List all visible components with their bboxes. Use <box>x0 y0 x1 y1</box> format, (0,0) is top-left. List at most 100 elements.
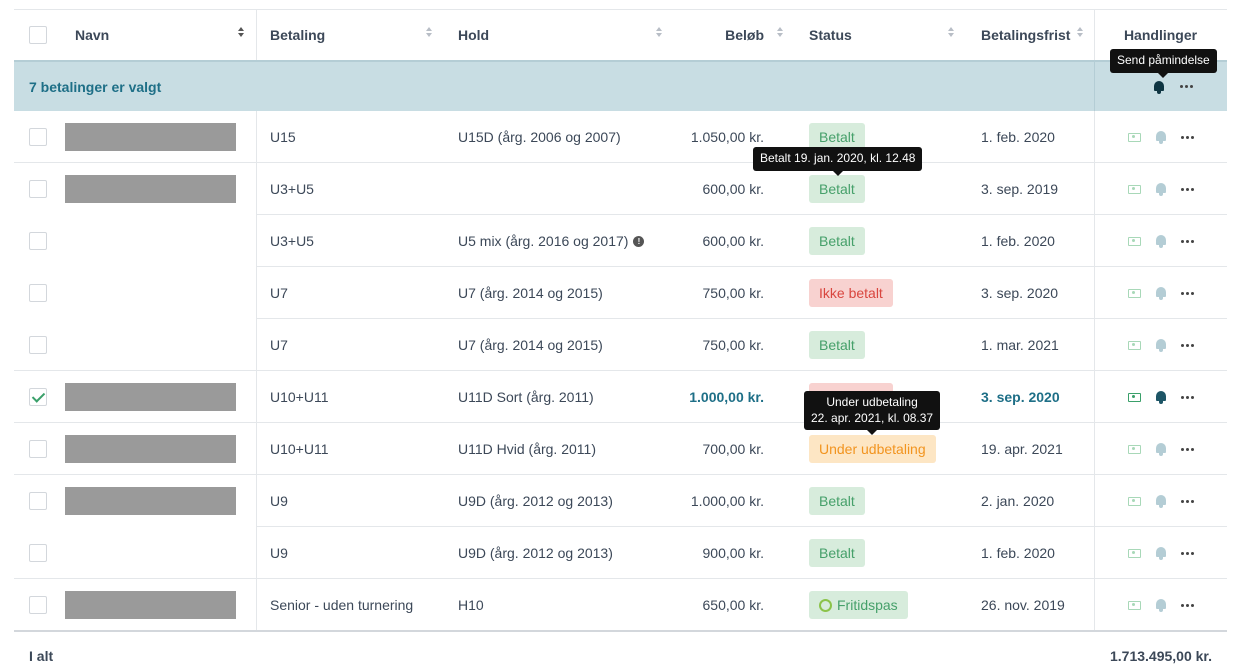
row-checkbox[interactable] <box>29 388 47 406</box>
register-payment-icon[interactable] <box>1128 236 1141 246</box>
status-badge[interactable]: Betalt <box>809 123 865 151</box>
bell-icon[interactable] <box>1155 182 1167 196</box>
total-label: I alt <box>29 648 54 664</box>
bell-icon[interactable] <box>1155 338 1167 352</box>
sort-amount-icon[interactable] <box>776 26 784 40</box>
row-checkbox[interactable] <box>29 232 47 250</box>
bell-icon[interactable] <box>1155 286 1167 300</box>
status-badge[interactable]: Betalt <box>809 227 865 255</box>
team-label: U5 mix (årg. 2016 og 2017) <box>458 233 629 249</box>
table-row: U9 U9D (årg. 2012 og 2013) 1.000,00 kr. … <box>14 475 1227 527</box>
more-icon[interactable] <box>1181 135 1194 139</box>
table-row: U15 U15D (årg. 2006 og 2007) 1.050,00 kr… <box>14 111 1227 163</box>
col-actions-header: Handlinger <box>1123 26 1198 43</box>
register-payment-icon[interactable] <box>1128 132 1141 142</box>
selbar-divider <box>1094 62 1095 111</box>
sort-payment-icon[interactable] <box>425 26 433 40</box>
more-icon[interactable] <box>1181 551 1194 555</box>
bell-icon[interactable] <box>1155 442 1167 456</box>
payment-cell: U10+U11 <box>270 389 329 405</box>
team-cell: U7 (årg. 2014 og 2015) <box>458 337 603 353</box>
sort-status-icon[interactable] <box>947 26 955 40</box>
row-checkbox[interactable] <box>29 596 47 614</box>
more-icon[interactable] <box>1180 85 1193 88</box>
sort-deadline-icon[interactable] <box>1076 26 1084 40</box>
team-cell: U11D Hvid (årg. 2011) <box>458 441 596 457</box>
register-payment-icon[interactable] <box>1128 184 1141 194</box>
bell-icon[interactable] <box>1155 390 1167 404</box>
select-all-checkbox[interactable] <box>29 25 47 44</box>
status-badge[interactable]: Betalt <box>809 331 865 359</box>
bell-icon[interactable] <box>1155 598 1167 612</box>
row-checkbox[interactable] <box>29 128 47 146</box>
row-checkbox[interactable] <box>29 180 47 198</box>
bell-icon[interactable] <box>1155 130 1167 144</box>
paid-date-tooltip: Betalt 19. jan. 2020, kl. 12.48 <box>753 147 923 176</box>
actions-column-divider <box>1094 111 1095 631</box>
payment-cell: U3+U5 <box>270 233 314 249</box>
status-label: Fritidspas <box>837 597 898 613</box>
amount-cell: 750,00 kr. <box>702 337 765 353</box>
bulk-remind-button[interactable] <box>1153 62 1165 111</box>
row-divider <box>14 474 1227 475</box>
more-icon[interactable] <box>1181 343 1194 347</box>
redacted-name <box>65 123 236 151</box>
more-icon[interactable] <box>1181 447 1194 451</box>
row-checkbox[interactable] <box>29 492 47 510</box>
row-divider <box>14 578 1227 579</box>
register-payment-icon[interactable] <box>1128 548 1141 558</box>
status-badge[interactable]: Under udbetaling <box>809 435 936 463</box>
more-icon[interactable] <box>1181 187 1194 191</box>
deadline-cell: 1. mar. 2021 <box>981 337 1059 353</box>
more-icon[interactable] <box>1181 395 1194 399</box>
sort-team-icon[interactable] <box>655 26 663 40</box>
bell-icon[interactable] <box>1155 494 1167 508</box>
more-icon[interactable] <box>1181 239 1194 243</box>
status-badge[interactable]: Betalt <box>809 539 865 567</box>
payment-cell: U9 <box>270 545 288 561</box>
register-payment-icon[interactable] <box>1128 288 1141 298</box>
col-amount-header[interactable]: Beløb <box>725 26 764 43</box>
bell-icon[interactable] <box>1155 234 1167 248</box>
register-payment-icon[interactable] <box>1128 392 1141 402</box>
team-cell: U7 (årg. 2014 og 2015) <box>458 285 603 301</box>
more-icon[interactable] <box>1181 603 1194 607</box>
more-icon[interactable] <box>1181 499 1194 503</box>
table-row: U3+U5 U5 mix (årg. 2016 og 2017) ! 600,0… <box>14 215 1227 267</box>
row-checkbox[interactable] <box>29 440 47 458</box>
register-payment-icon[interactable] <box>1128 340 1141 350</box>
register-payment-icon[interactable] <box>1128 600 1141 610</box>
team-cell: U9D (årg. 2012 og 2013) <box>458 545 613 561</box>
more-icon[interactable] <box>1181 291 1194 295</box>
col-name-header[interactable]: Navn <box>75 26 110 43</box>
info-icon[interactable]: ! <box>633 235 645 247</box>
bell-icon[interactable] <box>1153 80 1165 94</box>
deadline-cell: 26. nov. 2019 <box>981 597 1065 613</box>
name-column-divider <box>256 111 257 631</box>
status-badge[interactable]: Fritidspas <box>809 591 908 619</box>
register-payment-icon[interactable] <box>1128 496 1141 506</box>
row-divider <box>14 162 1227 163</box>
row-checkbox[interactable] <box>29 284 47 302</box>
col-status-header[interactable]: Status <box>809 26 852 43</box>
row-checkbox[interactable] <box>29 544 47 562</box>
col-payment-header[interactable]: Betaling <box>270 26 326 43</box>
status-badge[interactable]: Ikke betalt <box>809 279 893 307</box>
status-badge[interactable]: Betalt <box>809 175 865 203</box>
deadline-cell: 1. feb. 2020 <box>981 233 1055 249</box>
table-row: U9 U9D (årg. 2012 og 2013) 900,00 kr. Be… <box>14 527 1227 579</box>
amount-cell: 600,00 kr. <box>702 181 765 197</box>
bell-icon[interactable] <box>1155 546 1167 560</box>
status-badge[interactable]: Betalt <box>809 487 865 515</box>
register-payment-icon[interactable] <box>1128 444 1141 454</box>
sort-name-icon[interactable] <box>237 26 245 40</box>
row-checkbox[interactable] <box>29 336 47 354</box>
total-value: 1.713.495,00 kr. <box>1110 648 1212 664</box>
table-row: U3+U5 600,00 kr. Betalt 3. sep. 2019 <box>14 163 1227 215</box>
col-deadline-header[interactable]: Betalingsfrist <box>981 26 1071 43</box>
payment-cell: U7 <box>270 285 288 301</box>
bulk-more-button[interactable] <box>1180 62 1193 111</box>
payout-tooltip-line2: 22. apr. 2021, kl. 08.37 <box>811 410 934 425</box>
col-team-header[interactable]: Hold <box>458 26 490 43</box>
selection-count: 7 betalinger er valgt <box>29 78 162 95</box>
